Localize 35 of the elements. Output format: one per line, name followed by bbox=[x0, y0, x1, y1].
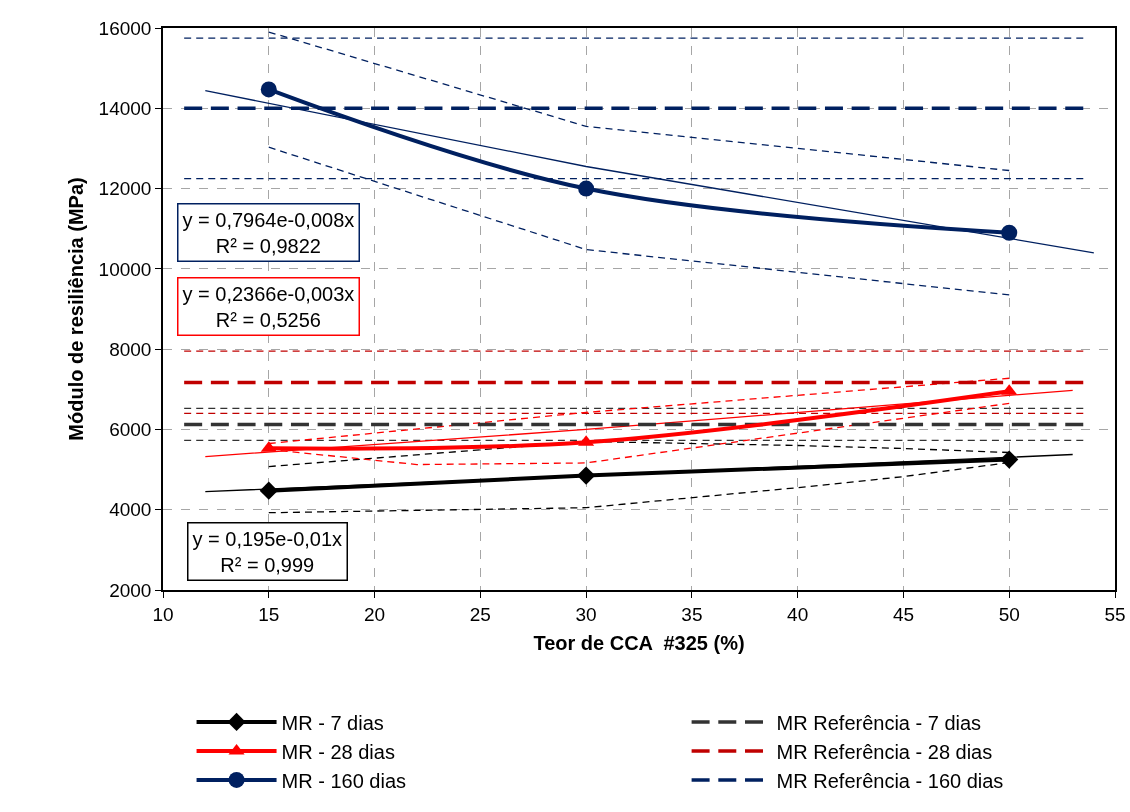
x-tick-label: 40 bbox=[787, 603, 809, 625]
y-tick-label: 16000 bbox=[98, 17, 152, 39]
y-tick-label: 8000 bbox=[109, 338, 152, 360]
x-tick-label: 45 bbox=[892, 603, 915, 625]
y-tick-label: 12000 bbox=[98, 178, 152, 200]
point bbox=[578, 180, 595, 197]
y-tick-label: 2000 bbox=[109, 579, 152, 601]
point bbox=[259, 481, 278, 500]
annotation: y = 0,2366e-0,003x R² = 0,5256 bbox=[182, 282, 355, 331]
y-tick-label: 10000 bbox=[98, 258, 152, 280]
legend-label: MR - 160 dias bbox=[281, 769, 407, 792]
y-tick-label: 4000 bbox=[109, 499, 152, 521]
point bbox=[260, 81, 277, 98]
point bbox=[1000, 450, 1019, 469]
x-tick-label: 55 bbox=[1104, 603, 1126, 625]
y-tick-label: 6000 bbox=[109, 419, 152, 441]
point bbox=[1001, 224, 1018, 241]
y-tick-label: 14000 bbox=[98, 97, 152, 119]
x-tick-label: 35 bbox=[681, 603, 703, 625]
legend-label: MR - 28 dias bbox=[281, 740, 395, 763]
x-tick-label: 30 bbox=[575, 603, 597, 625]
point bbox=[577, 466, 596, 485]
x-tick-label: 10 bbox=[152, 603, 174, 625]
x-tick-label: 15 bbox=[258, 603, 280, 625]
legend-label: MR Referência - 28 dias bbox=[776, 740, 993, 763]
legend-label: MR Referência - 160 dias bbox=[776, 769, 1004, 792]
x-tick-label: 25 bbox=[469, 603, 491, 625]
annotation: y = 0,195e-0,01x R² = 0,999 bbox=[192, 527, 343, 576]
x-axis-title: Teor de CCA #325 (%) bbox=[533, 631, 745, 654]
y-axis-title: Módulo de resiliência (MPa) bbox=[64, 177, 87, 441]
legend-label: MR Referência - 7 dias bbox=[776, 711, 982, 734]
x-tick-label: 20 bbox=[363, 603, 386, 625]
annotation: y = 0,7964e-0,008x R² = 0,9822 bbox=[182, 208, 355, 257]
legend-label: MR - 7 dias bbox=[281, 711, 384, 734]
x-tick-label: 50 bbox=[998, 603, 1020, 625]
